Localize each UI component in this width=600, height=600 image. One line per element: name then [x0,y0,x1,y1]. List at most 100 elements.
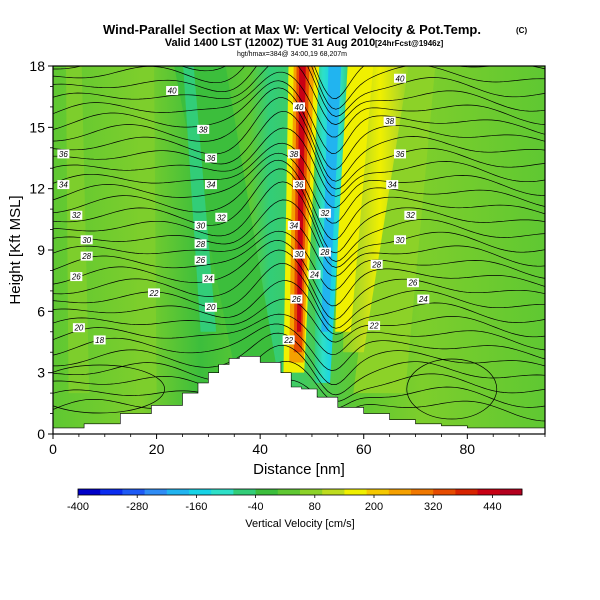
theta-label-bg [287,149,300,159]
colorbar-tick-label: 200 [365,501,383,513]
theta-label-text: 20 [206,303,216,312]
theta-label: 34 [287,220,300,230]
colorbar: -400 -280 -160 -40 80 200 320 440 [67,488,523,513]
isentrope-line [53,280,545,335]
west-teal-band [183,66,217,332]
theta-label-bg [80,235,93,245]
theta-label-bg [282,335,295,345]
theta-label: 38 [287,149,300,159]
theta-label-text: 28 [371,260,381,269]
theta-label-bg [290,294,303,304]
colorbar-swatch [366,489,390,495]
isentrope-line [53,262,545,329]
theta-label-bg [70,210,83,220]
colorbar-swatch [211,489,234,495]
x-axis: 0 20 40 60 80 [49,434,546,457]
downdraft-core [321,66,342,332]
theta-label-text: 38 [385,117,394,126]
isentrope-loop-east [406,358,498,420]
theta-label: 32 [318,208,331,218]
isentrope-line [53,66,545,125]
isentrope-line [53,344,545,396]
theta-label-bg [204,153,217,163]
isentrope-line [53,298,545,343]
theta-label-bg [166,86,179,96]
theta-label-bg [93,335,106,345]
colorbar-swatch [344,489,367,495]
isentrope-line [53,97,545,182]
theta-label-text: 32 [320,209,329,218]
isentrope-line [53,249,545,320]
theta-label-text: 40 [168,87,177,96]
theta-label-bg [72,323,85,333]
theta-label-text: 40 [295,103,304,112]
isentrope-line [53,127,545,197]
theta-label-text: 30 [295,250,304,259]
theta-label-bg [147,288,160,298]
isentrope-line [53,159,545,240]
colorbar-swatch [411,489,434,495]
theta-label-bg [318,208,331,218]
theta-label: 30 [80,235,93,245]
theta-label-bg [202,274,215,284]
theta-label: 18 [93,335,106,345]
theta-label-text: 26 [407,279,417,288]
theta-contours [53,66,545,422]
y-tick-label: 3 [37,365,45,381]
y-axis: 0 3 6 9 12 15 18 [29,58,53,442]
theta-label: 24 [308,270,321,280]
colorbar-tick-label: -400 [67,501,89,513]
isentrope-line [53,230,545,291]
theta-label: 30 [393,235,406,245]
x-tick-label: 60 [356,441,372,457]
theta-label-text: 30 [82,236,91,245]
theta-label-bg [194,239,207,249]
theta-label-text: 36 [295,181,304,190]
theta-label: 22 [147,288,160,298]
theta-label-bg [393,235,406,245]
theta-label: 28 [318,247,331,257]
colorbar-swatch [144,489,168,495]
theta-label-text: 28 [81,252,91,261]
colorbar-tick-label: -160 [185,501,207,513]
theta-label-text: 22 [149,289,159,298]
theta-label-text: 26 [195,256,205,265]
yellow-core-east [335,66,374,332]
colorbar-tick-label: 440 [483,501,501,513]
theta-label-text: 28 [319,248,329,257]
theta-label-text: 26 [71,273,81,282]
theta-label-bg [194,255,207,265]
theta-label: 32 [215,212,228,222]
velocity-bands [66,66,436,394]
theta-label: 26 [194,255,207,265]
theta-label-text: 22 [283,336,293,345]
colorbar-tick-label: -280 [126,501,148,513]
updraft-west-shoulder [174,66,281,394]
colorbar-swatch [455,489,478,495]
theta-label-text: 24 [418,295,428,304]
theta-label-text: 36 [207,154,216,163]
forecast-tag: [24hrFcst@1946z] [375,39,444,48]
theta-label-bg [293,180,305,190]
theta-label: 26 [406,278,419,288]
theta-label-bg [308,270,321,280]
theta-label: 22 [282,335,295,345]
isentrope-line [53,360,545,402]
theta-label-bg [293,102,305,112]
plot-area: 4038363432302826242220363432302826201840… [53,66,545,434]
theta-label: 26 [70,272,83,282]
theta-label: 24 [202,274,215,284]
isentrope-line [53,199,545,268]
theta-label: 36 [204,153,217,163]
chart-subsubtitle: hgt/hmax=384@ 34:00,19 68,207m [237,51,347,58]
updraft-core [296,66,306,332]
theta-label-text: 18 [95,336,104,345]
theta-label: 30 [293,249,305,259]
theta-label: 34 [386,180,399,190]
isentrope-line [53,379,545,409]
theta-label: 28 [194,239,207,249]
colorbar-swatch [100,489,123,495]
theta-label: 38 [383,116,396,126]
theta-label-text: 38 [199,125,208,134]
